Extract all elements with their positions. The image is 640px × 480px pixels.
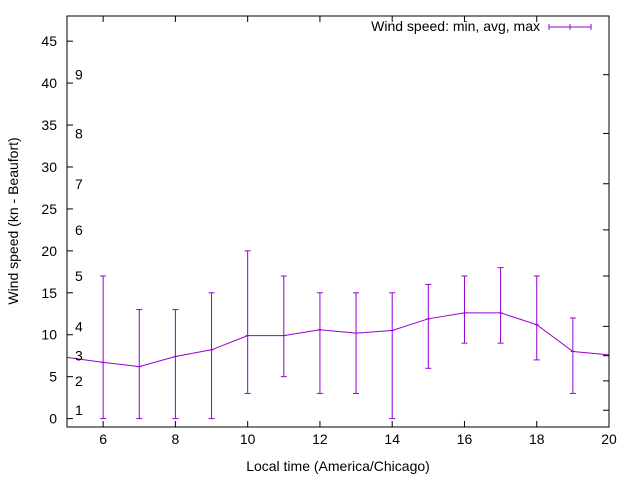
beaufort-label: 3 <box>75 348 83 364</box>
x-tick-label: 14 <box>384 431 400 447</box>
y-tick-label: 40 <box>41 75 57 91</box>
x-axis: 6 8 10 12 14 16 18 20 <box>99 16 617 447</box>
beaufort-label: 7 <box>75 176 83 192</box>
y-tick-label: 45 <box>41 33 57 49</box>
y-axis: 0 5 10 15 20 25 30 35 40 45 <box>41 33 73 427</box>
plot-area <box>66 250 610 420</box>
y-tick-label: 30 <box>41 159 57 175</box>
y-tick-label: 10 <box>41 327 57 343</box>
beaufort-scale: 1 2 3 4 5 6 7 8 9 <box>75 67 609 418</box>
legend-label: Wind speed: min, avg, max <box>371 18 540 34</box>
beaufort-label: 2 <box>75 373 83 389</box>
x-tick-label: 18 <box>529 431 545 447</box>
x-axis-title: Local time (America/Chicago) <box>246 458 430 474</box>
legend-sample <box>548 24 592 30</box>
legend: Wind speed: min, avg, max <box>371 18 592 34</box>
beaufort-label: 4 <box>75 318 83 334</box>
x-tick-label: 20 <box>601 431 617 447</box>
x-tick-label: 10 <box>240 431 256 447</box>
beaufort-label: 6 <box>75 222 83 238</box>
y-tick-label: 25 <box>41 201 57 217</box>
beaufort-label: 9 <box>75 67 83 83</box>
avg-line <box>66 312 610 368</box>
x-tick-label: 12 <box>312 431 328 447</box>
x-tick-label: 8 <box>172 431 180 447</box>
y-tick-label: 20 <box>41 243 57 259</box>
y-tick-label: 35 <box>41 117 57 133</box>
y-axis-title: Wind speed (kn - Beaufort) <box>5 137 21 304</box>
plot-frame <box>66 15 610 428</box>
beaufort-label: 5 <box>75 268 83 284</box>
y-tick-label: 15 <box>41 285 57 301</box>
x-tick-label: 16 <box>457 431 473 447</box>
beaufort-label: 1 <box>75 402 83 418</box>
y-tick-label: 0 <box>49 411 57 427</box>
x-tick-label: 6 <box>99 431 107 447</box>
y-tick-label: 5 <box>49 369 57 385</box>
beaufort-label: 8 <box>75 125 83 141</box>
